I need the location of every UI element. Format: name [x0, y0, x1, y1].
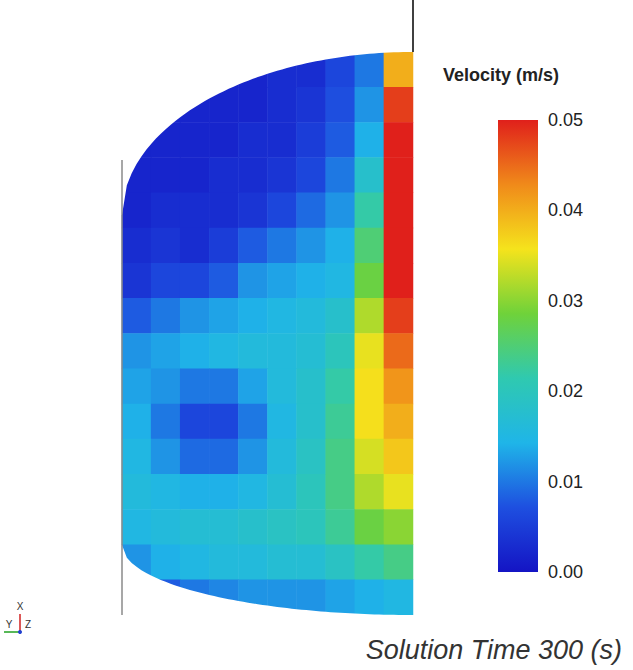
- svg-text:Z: Z: [25, 619, 31, 630]
- svg-text:Velocity (m/s): Velocity (m/s): [443, 65, 559, 85]
- svg-text:0.00: 0.00: [548, 562, 583, 582]
- svg-text:0.04: 0.04: [548, 200, 583, 220]
- svg-text:0.03: 0.03: [548, 291, 583, 311]
- svg-text:Y: Y: [6, 619, 13, 630]
- svg-text:0.05: 0.05: [548, 110, 583, 130]
- svg-text:0.01: 0.01: [548, 472, 583, 492]
- svg-text:0.02: 0.02: [548, 381, 583, 401]
- svg-text:Solution Time 300 (s): Solution Time 300 (s): [366, 635, 622, 665]
- svg-text:X: X: [17, 601, 24, 612]
